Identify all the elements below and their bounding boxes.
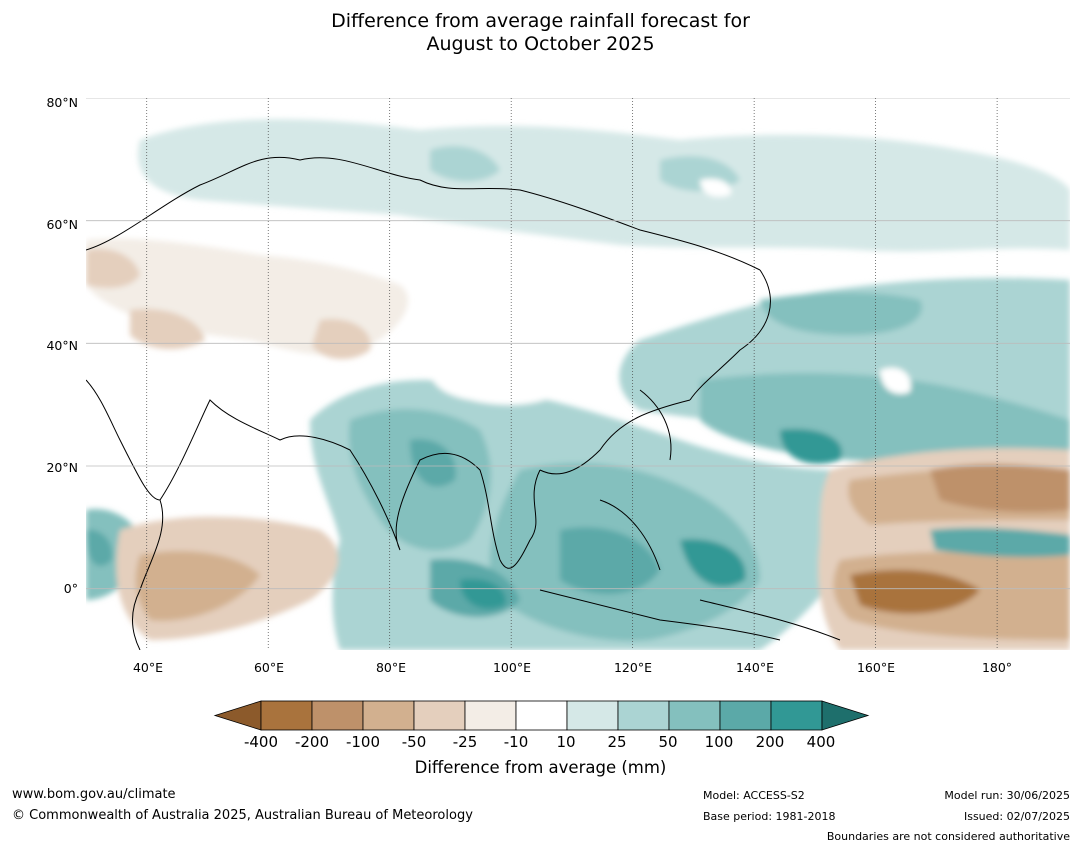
colorbar-tick-10: 200: [755, 733, 785, 751]
footer-disclaimer: Boundaries are not considered authoritat…: [826, 830, 1070, 843]
anomaly-contours: [86, 119, 1070, 650]
lon-tick-60e: 60°E: [253, 660, 285, 675]
colorbar-segment-9: [719, 700, 772, 731]
lat-tick-40n: 40°N: [46, 338, 78, 353]
lon-tick-180: 180°: [981, 660, 1013, 675]
rainfall-map: [86, 98, 1070, 650]
colorbar-segment-5: [515, 700, 568, 731]
colorbar-segment-3: [413, 700, 466, 731]
footer-base-period: Base period: 1981-2018: [703, 810, 836, 823]
colorbar-tick-3: -50: [401, 733, 427, 751]
colorbar-segment-10: [770, 700, 823, 731]
colorbar-tick-9: 100: [704, 733, 734, 751]
colorbar-segment-4: [464, 700, 517, 731]
colorbar-extend-high: [821, 700, 870, 731]
title-line-1: Difference from average rainfall forecas…: [331, 10, 750, 32]
colorbar-tick-4: -25: [452, 733, 478, 751]
colorbar-segment-6: [566, 700, 619, 731]
lat-tick-80n: 80°N: [46, 95, 78, 110]
colorbar-segment-0: [260, 700, 313, 731]
colorbar-tick-1: -200: [294, 733, 330, 751]
colorbar-tick-0: -400: [243, 733, 279, 751]
footer-issued: Issued: 02/07/2025: [963, 810, 1070, 823]
footer-copyright: © Commonwealth of Australia 2025, Austra…: [12, 808, 473, 823]
footer-url[interactable]: www.bom.gov.au/climate: [12, 787, 176, 802]
colorbar-tick-2: -100: [345, 733, 381, 751]
footer-model: Model: ACCESS-S2: [703, 789, 805, 802]
colorbar-tick-6: 10: [556, 733, 576, 751]
gridlines: [86, 98, 1070, 650]
lon-tick-80e: 80°E: [375, 660, 407, 675]
lon-tick-40e: 40°E: [132, 660, 164, 675]
lon-tick-100e: 100°E: [492, 660, 531, 675]
lat-tick-20n: 20°N: [46, 460, 78, 475]
colorbar-extend-low: [213, 700, 262, 731]
coastlines: [86, 156, 841, 650]
colorbar-tick-8: 50: [658, 733, 678, 751]
colorbar-segment-2: [362, 700, 415, 731]
lat-tick-0: 0°: [63, 581, 78, 596]
colorbar-segment-1: [311, 700, 364, 731]
lon-tick-140e: 140°E: [735, 660, 774, 675]
lat-tick-60n: 60°N: [46, 217, 78, 232]
colorbar-tick-7: 25: [607, 733, 627, 751]
lon-tick-120e: 120°E: [613, 660, 652, 675]
footer-model-run: Model run: 30/06/2025: [944, 789, 1070, 802]
colorbar-tick-5: -10: [503, 733, 529, 751]
title-line-2: August to October 2025: [426, 33, 655, 55]
lon-tick-160e: 160°E: [856, 660, 895, 675]
colorbar-tick-11: 400: [806, 733, 836, 751]
colorbar-segment-8: [668, 700, 721, 731]
chart-title: Difference from average rainfall forecas…: [0, 10, 1081, 56]
colorbar-segment-7: [617, 700, 670, 731]
colorbar-label: Difference from average (mm): [414, 758, 667, 777]
